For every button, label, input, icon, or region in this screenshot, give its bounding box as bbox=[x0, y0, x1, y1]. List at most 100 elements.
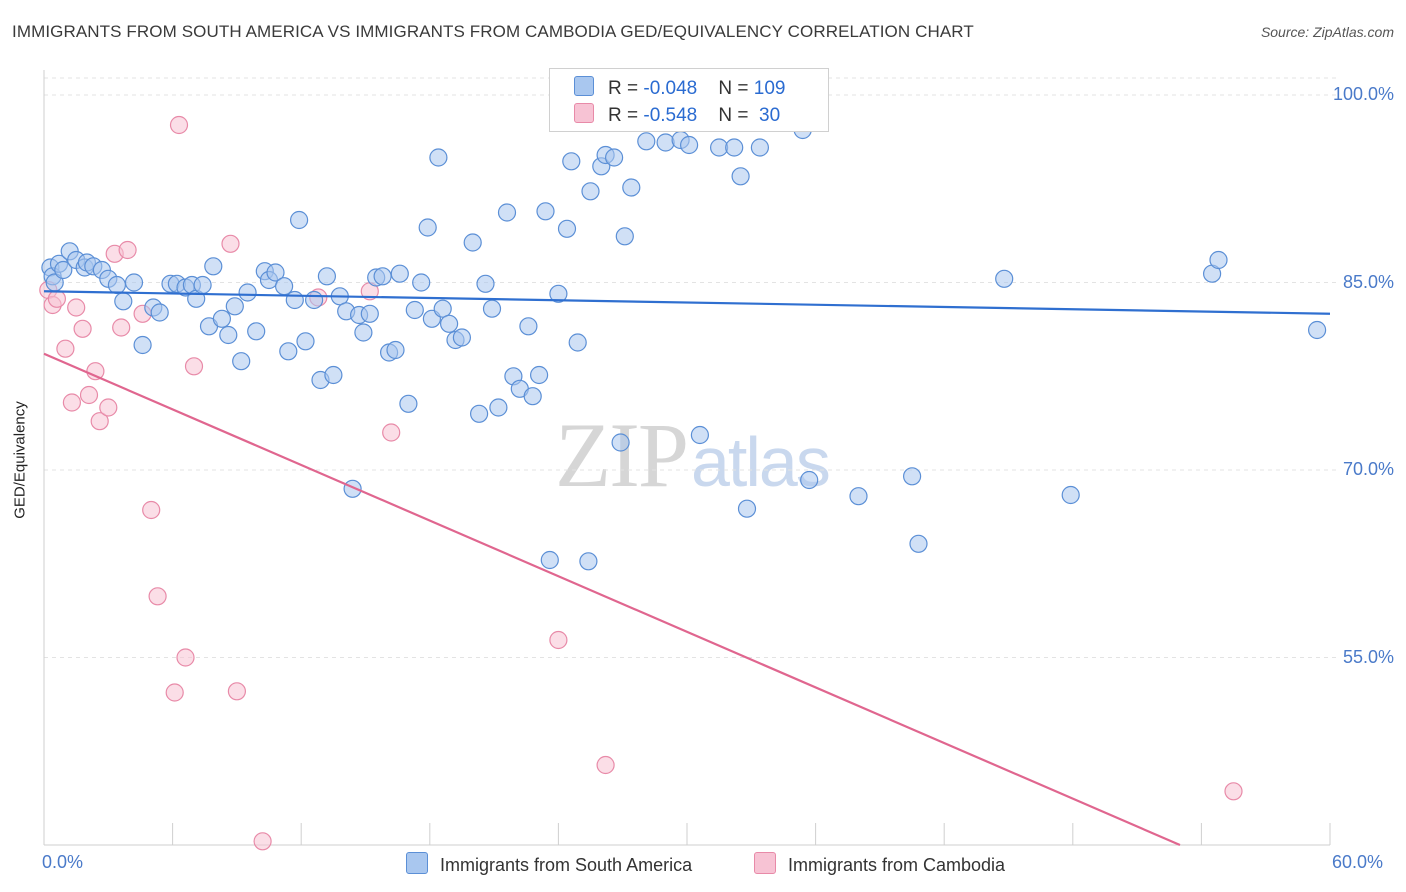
legend-n-value: 109 bbox=[753, 78, 786, 99]
point-south-america bbox=[54, 260, 73, 280]
legend-label-south-america: Immigrants from South America bbox=[440, 855, 693, 875]
legend-swatch-blue bbox=[406, 852, 428, 874]
point-south-america bbox=[1209, 250, 1228, 270]
point-south-america bbox=[1061, 485, 1080, 505]
point-south-america bbox=[418, 218, 437, 237]
point-south-america bbox=[750, 138, 770, 157]
point-south-america bbox=[399, 394, 418, 413]
point-south-america bbox=[557, 219, 577, 238]
point-south-america bbox=[622, 178, 641, 197]
point-cambodia bbox=[99, 398, 118, 417]
point-south-america bbox=[540, 550, 559, 570]
legend-swatch-blue bbox=[574, 76, 594, 96]
series-south-america-points bbox=[41, 89, 1327, 571]
legend-r-label: R = bbox=[608, 105, 644, 126]
point-south-america bbox=[549, 284, 568, 303]
point-south-america bbox=[290, 210, 309, 230]
bottom-legend-south-america: Immigrants from South America bbox=[406, 852, 692, 876]
correlation-legend: R = -0.048 N = 109 R = -0.548 N = 30 bbox=[549, 68, 829, 132]
point-south-america bbox=[737, 499, 757, 518]
point-cambodia bbox=[47, 289, 67, 308]
point-south-america bbox=[579, 552, 598, 571]
point-cambodia bbox=[148, 587, 167, 606]
point-south-america bbox=[452, 328, 471, 347]
point-south-america bbox=[433, 299, 452, 318]
point-south-america bbox=[386, 340, 405, 360]
point-south-america bbox=[193, 275, 212, 295]
source-label: Source: ZipAtlas.com bbox=[1260, 24, 1394, 40]
point-south-america bbox=[412, 273, 431, 292]
point-south-america bbox=[440, 314, 459, 333]
legend-n-label: N = bbox=[718, 105, 754, 126]
point-south-america bbox=[390, 264, 409, 283]
point-south-america bbox=[238, 283, 257, 302]
legend-n-value: 30 bbox=[753, 105, 781, 126]
series-cambodia-points bbox=[39, 115, 1243, 851]
point-south-america bbox=[849, 487, 868, 506]
point-cambodia bbox=[62, 393, 82, 412]
point-south-america bbox=[317, 267, 336, 286]
point-south-america bbox=[285, 290, 304, 310]
point-cambodia bbox=[382, 423, 401, 442]
point-south-america bbox=[1307, 320, 1327, 340]
point-south-america bbox=[529, 365, 549, 385]
y-tick-label: 100.0% bbox=[1332, 84, 1394, 104]
point-cambodia bbox=[165, 683, 184, 702]
legend-row-south-america: R = -0.048 N = 109 bbox=[574, 76, 785, 100]
legend-r-value: -0.048 bbox=[643, 78, 698, 99]
point-south-america bbox=[731, 167, 750, 186]
point-south-america bbox=[279, 342, 298, 361]
point-south-america bbox=[266, 263, 285, 282]
point-south-america bbox=[360, 304, 379, 323]
point-cambodia bbox=[142, 500, 161, 520]
point-south-america bbox=[247, 322, 266, 341]
point-south-america bbox=[107, 275, 127, 295]
point-south-america bbox=[232, 352, 251, 371]
watermark-zip: ZIP bbox=[555, 404, 689, 506]
point-cambodia bbox=[184, 357, 204, 376]
point-cambodia bbox=[112, 318, 131, 337]
point-south-america bbox=[124, 273, 144, 292]
point-south-america bbox=[519, 317, 538, 336]
point-south-america bbox=[611, 433, 630, 452]
point-south-america bbox=[114, 292, 133, 311]
trend-line-cambodia bbox=[43, 352, 1181, 847]
trend-line-south-america bbox=[43, 290, 1331, 315]
point-cambodia bbox=[73, 319, 92, 338]
point-south-america bbox=[133, 335, 152, 355]
point-cambodia bbox=[79, 385, 99, 405]
point-cambodia bbox=[118, 240, 137, 260]
point-south-america bbox=[568, 333, 587, 352]
x-tick-label-min: 0.0% bbox=[42, 852, 84, 872]
watermark: ZIPatlas bbox=[555, 402, 831, 508]
point-south-america bbox=[725, 138, 744, 157]
point-south-america bbox=[497, 203, 517, 222]
point-cambodia bbox=[90, 412, 109, 431]
bottom-legend-cambodia: Immigrants from Cambodia bbox=[754, 852, 1005, 876]
point-south-america bbox=[470, 404, 489, 423]
point-cambodia bbox=[221, 234, 240, 253]
y-tick-label: 55.0% bbox=[1342, 646, 1394, 667]
point-cambodia bbox=[1224, 782, 1243, 801]
legend-r-value: -0.548 bbox=[643, 105, 698, 126]
y-tick-label: 85.0% bbox=[1342, 271, 1394, 292]
point-south-america bbox=[305, 290, 324, 310]
point-cambodia bbox=[253, 832, 272, 851]
legend-label-cambodia: Immigrants from Cambodia bbox=[788, 855, 1006, 875]
point-south-america bbox=[150, 303, 169, 322]
trend-lines bbox=[43, 290, 1331, 847]
point-south-america bbox=[902, 467, 922, 486]
point-south-america bbox=[536, 202, 555, 221]
point-south-america bbox=[709, 138, 729, 157]
point-south-america bbox=[523, 387, 542, 406]
point-south-america bbox=[562, 152, 581, 171]
legend-n-label: N = bbox=[718, 78, 754, 99]
point-south-america bbox=[275, 277, 294, 296]
point-south-america bbox=[489, 398, 508, 417]
point-cambodia bbox=[227, 682, 246, 701]
point-south-america bbox=[581, 182, 600, 201]
point-cambodia bbox=[549, 630, 568, 650]
point-south-america bbox=[637, 132, 656, 151]
point-south-america bbox=[219, 325, 238, 345]
